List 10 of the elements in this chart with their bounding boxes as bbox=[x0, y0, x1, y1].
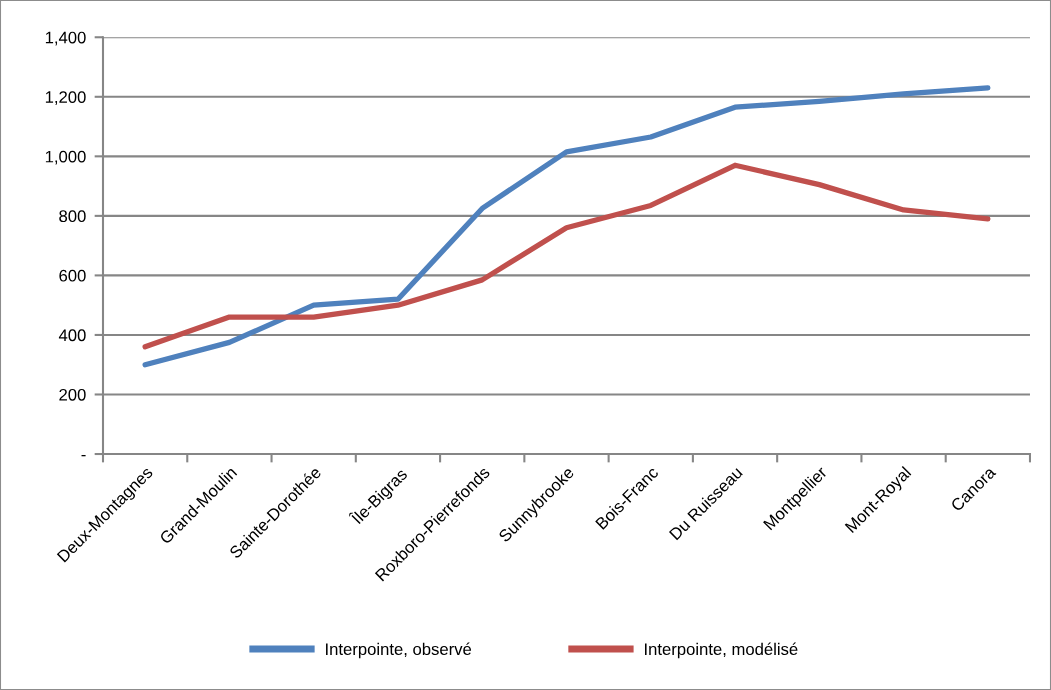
legend-label: Interpointe, observé bbox=[326, 642, 472, 659]
legend-label: Interpointe, modélisé bbox=[645, 642, 798, 659]
y-tick-label: 400 bbox=[58, 329, 86, 342]
y-tick-label: 200 bbox=[59, 388, 86, 401]
y-tick-label: - bbox=[81, 454, 86, 457]
y-tick-label: 1,000 bbox=[45, 150, 86, 165]
y-tick-label: 1,200 bbox=[45, 91, 86, 105]
y-tick-label: 1,400 bbox=[45, 31, 86, 46]
y-tick-label: 600 bbox=[59, 269, 86, 282]
y-tick-label: 800 bbox=[59, 210, 86, 223]
